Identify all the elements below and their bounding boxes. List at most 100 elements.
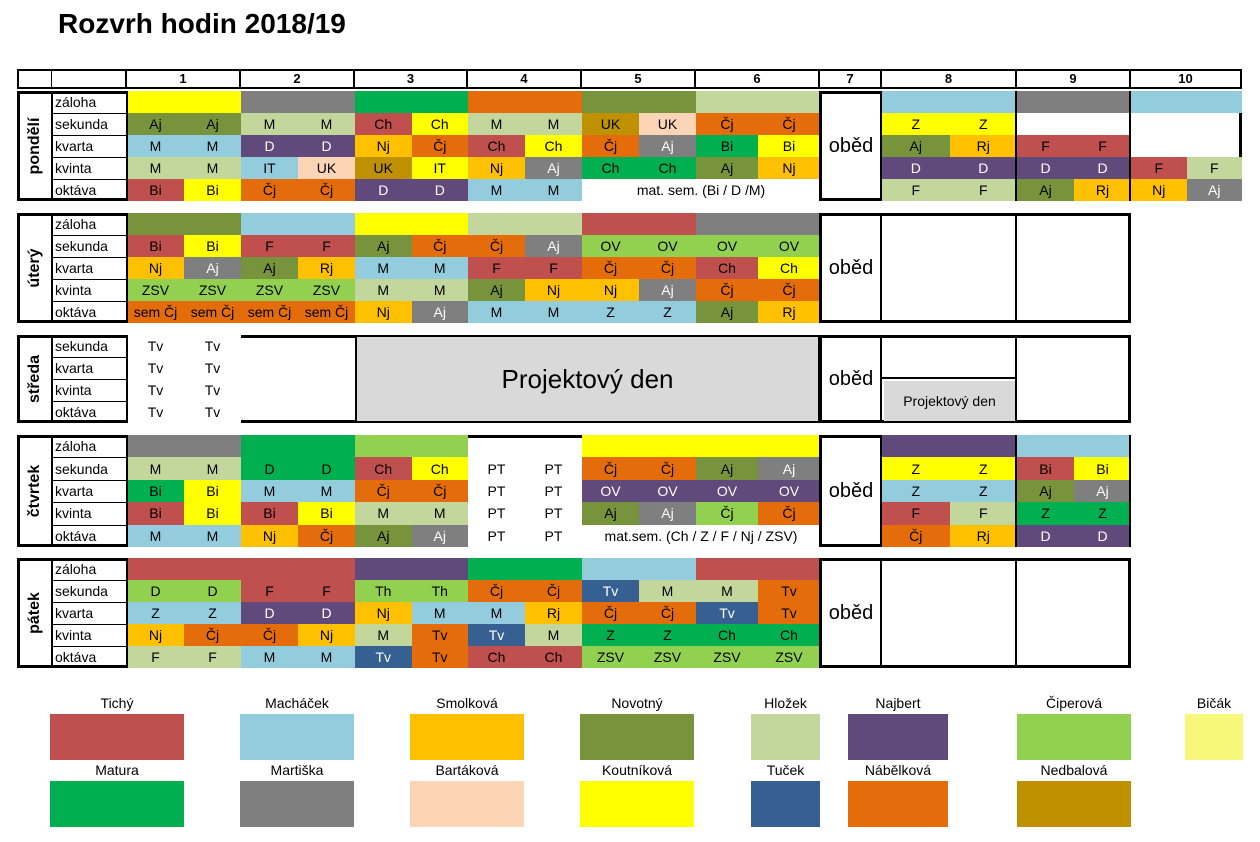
lesson-cell: Bi: [184, 479, 241, 503]
divider: [51, 91, 53, 201]
lesson-cell: Tv: [184, 401, 241, 423]
lesson-cell: Čj: [582, 602, 639, 624]
lesson-cell: Nj: [355, 602, 412, 624]
legend-swatch: [240, 781, 354, 827]
class-label: kvinta: [55, 627, 92, 643]
lesson-cell: ZSV: [639, 646, 696, 668]
period-header: 10: [1131, 69, 1242, 89]
legend-name: Koutníková: [601, 762, 673, 778]
lesson-cell: M: [127, 157, 184, 179]
period-frame: [882, 213, 1017, 323]
lesson-cell: Aj: [468, 279, 525, 301]
lesson-cell: D: [298, 457, 355, 480]
lesson-cell: Rj: [758, 301, 820, 323]
lesson-cell: D: [1074, 524, 1131, 547]
legend-name: Tuček: [766, 762, 805, 778]
lesson-cell: Tv: [127, 335, 184, 357]
lesson-cell: Bi: [127, 502, 184, 525]
lesson-cell: M: [468, 602, 525, 624]
period-header: 6: [696, 69, 820, 89]
lesson-cell: M: [355, 257, 412, 279]
legend-name: Tichý: [100, 695, 134, 711]
divider: [52, 646, 127, 647]
lesson-cell: Nj: [468, 157, 525, 179]
lesson-cell: D: [184, 580, 241, 602]
lunch-cell: oběd: [820, 435, 882, 547]
class-label: kvarta: [55, 482, 94, 499]
lesson-cell: Bi: [1017, 457, 1074, 480]
lesson-cell: M: [184, 457, 241, 480]
lunch-cell: oběd: [820, 213, 882, 323]
period-header: 7: [820, 69, 882, 89]
lesson-cell: M: [411, 602, 468, 624]
day-name-ut: úterý: [25, 248, 43, 288]
lesson-cell: Čj: [582, 457, 639, 480]
legend-name: Najbert: [875, 695, 921, 711]
lesson-cell: Ch: [355, 113, 412, 135]
teacher-bar: [882, 91, 1017, 113]
lesson-cell: Čj: [758, 279, 820, 301]
legend-swatch: [410, 781, 524, 827]
divider: [126, 91, 128, 201]
lesson-cell: M: [468, 301, 525, 323]
lesson-cell: UK: [639, 113, 696, 135]
lesson-cell: ZSV: [696, 646, 758, 668]
teacher-bar: [241, 213, 355, 235]
lesson-cell: F: [1186, 157, 1242, 179]
lesson-cell: D: [241, 457, 298, 480]
class-label: sekunda: [55, 238, 108, 254]
legend-swatch: [580, 781, 694, 827]
lesson-cell: Z: [949, 113, 1017, 135]
lesson-cell: M: [127, 524, 184, 547]
lesson-cell: Tv: [355, 646, 412, 668]
lesson-cell: Aj: [127, 113, 184, 135]
legend-name: Bičák: [1196, 695, 1232, 711]
lesson-cell: F: [949, 502, 1017, 525]
lesson-cell: IT: [411, 157, 468, 179]
lesson-cell: Čj: [468, 235, 525, 257]
lesson-cell: Tv: [184, 335, 241, 357]
lesson-cell: Z: [582, 301, 639, 323]
lesson-cell: IT: [241, 157, 298, 179]
lesson-cell: F: [184, 646, 241, 668]
lesson-cell: Aj: [696, 457, 758, 480]
lesson-cell: Aj: [696, 157, 758, 179]
lesson-cell: Aj: [525, 157, 582, 179]
legend-swatch: [1185, 714, 1243, 760]
lesson-cell: Ch: [468, 135, 525, 157]
lesson-cell: Bi: [298, 502, 355, 525]
lesson-cell: M: [298, 479, 355, 503]
teacher-bar: [355, 435, 468, 458]
lesson-cell: Ch: [696, 257, 758, 279]
legend-name: Martiška: [270, 762, 324, 778]
lesson-cell: Rj: [949, 524, 1017, 547]
lesson-cell: M: [298, 113, 355, 135]
lesson-cell: F: [882, 179, 950, 201]
lesson-cell: Čj: [411, 135, 468, 157]
lesson-cell: Bi: [127, 479, 184, 503]
lesson-cell: D: [241, 135, 298, 157]
day-name-pa: pátek: [25, 592, 43, 634]
legend-name: Novotný: [611, 695, 663, 711]
lesson-cell: M: [468, 113, 525, 135]
header-blank: [17, 69, 52, 89]
lesson-cell: Čj: [525, 580, 582, 602]
lesson-cell: Ch: [411, 457, 468, 480]
lesson-cell: Rj: [525, 602, 582, 624]
lesson-cell: M: [355, 502, 412, 525]
day-name-st: středa: [25, 354, 43, 404]
legend-swatch: [751, 714, 820, 760]
lesson-cell: Ch: [639, 157, 696, 179]
lesson-cell: Ch: [411, 113, 468, 135]
divider: [52, 257, 127, 258]
period-header: 5: [582, 69, 696, 89]
period-header: 8: [882, 69, 1017, 89]
lesson-cell: Ch: [758, 257, 820, 279]
lesson-cell: Z: [639, 301, 696, 323]
lesson-cell: Aj: [411, 301, 468, 323]
teacher-bar: [127, 213, 241, 235]
period-frame: [882, 435, 1017, 547]
lesson-cell: Ch: [468, 646, 525, 668]
teacher-bar: [696, 213, 820, 235]
lesson-cell: ZSV: [758, 646, 820, 668]
